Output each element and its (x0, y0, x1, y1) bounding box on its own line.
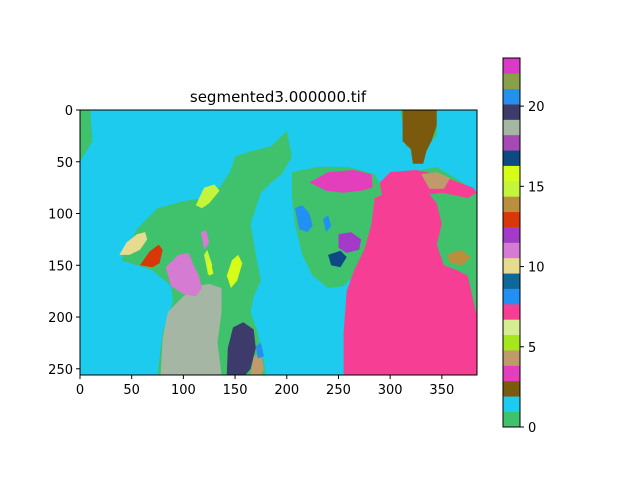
segment-region (421, 172, 451, 189)
chart-title: segmented3.000000.tif (190, 88, 367, 106)
colorbar-tick-label: 5 (528, 341, 536, 356)
x-tick-label: 0 (76, 383, 84, 398)
x-tick-label: 50 (123, 383, 140, 398)
colorbar-swatch (503, 150, 520, 166)
x-tick-label: 300 (378, 383, 403, 398)
segment-region (323, 215, 332, 233)
colorbar-swatch (503, 242, 520, 259)
colorbar-tick-label: 20 (528, 100, 545, 115)
segment-region (309, 170, 373, 193)
segment-region (343, 190, 477, 375)
segment-region (295, 205, 313, 233)
colorbar-swatch (503, 165, 520, 182)
y-tick-label: 50 (56, 156, 73, 171)
colorbar-swatch (503, 411, 520, 428)
colorbar-swatch (503, 104, 520, 120)
segment-region (447, 249, 471, 266)
colorbar-swatch (503, 196, 520, 213)
x-axis: 0 50 100 150 200 250 300 350 (76, 375, 454, 398)
colorbar-tick-label: 15 (528, 180, 545, 195)
colorbar-swatch (503, 227, 520, 243)
y-tick-label: 0 (65, 104, 73, 119)
colorbar-swatch (503, 257, 520, 274)
x-tick-label: 250 (326, 383, 351, 398)
heatmap-image (80, 110, 477, 375)
segment-region (226, 254, 243, 288)
segment-region (207, 260, 214, 276)
segment-region (165, 252, 202, 297)
x-tick-label: 200 (274, 383, 299, 398)
x-tick-label: 100 (171, 383, 196, 398)
segment-region (250, 354, 264, 375)
y-tick-label: 200 (48, 311, 73, 326)
colorbar-tick-label: 0 (528, 421, 536, 436)
colorbar-tick-label: 10 (528, 261, 545, 276)
colorbar: 0 5 10 15 20 (502, 57, 545, 436)
x-tick-label: 350 (429, 383, 454, 398)
y-tick-label: 250 (48, 363, 73, 378)
colorbar-swatch (503, 273, 520, 289)
segment-region (226, 322, 256, 375)
colorbar-swatch (503, 350, 520, 366)
y-tick-label: 100 (48, 208, 73, 223)
segment-region (119, 232, 148, 255)
colorbar-swatch (503, 134, 520, 151)
segment-region (140, 244, 163, 268)
x-tick-label: 150 (223, 383, 248, 398)
colorbar-swatch (503, 58, 520, 74)
segment-region (195, 184, 220, 209)
segment-region (80, 110, 93, 162)
plot-frame (79, 109, 478, 376)
colorbar-swatch (503, 334, 520, 351)
segment-region (255, 342, 264, 359)
colorbar-frame (502, 57, 521, 428)
segment-region (201, 230, 210, 250)
colorbar-swatch (503, 288, 520, 305)
y-axis: 0 50 100 150 200 250 (48, 104, 80, 378)
colorbar-swatch (503, 396, 520, 412)
colorbar-swatch (503, 211, 520, 228)
colorbar-swatch (503, 319, 520, 336)
colorbar-swatch (503, 88, 520, 105)
colorbar-swatch (503, 365, 520, 382)
segment-region (338, 232, 362, 253)
colorbar-swatch (503, 73, 520, 90)
segment-region (160, 283, 222, 375)
colorbar-swatch (503, 380, 520, 397)
segment-region (328, 250, 347, 268)
y-tick-label: 150 (48, 259, 73, 274)
colorbar-swatch (503, 181, 520, 197)
colorbar-swatch (503, 304, 520, 320)
segment-region (402, 110, 437, 164)
colorbar-swatch (503, 119, 520, 136)
